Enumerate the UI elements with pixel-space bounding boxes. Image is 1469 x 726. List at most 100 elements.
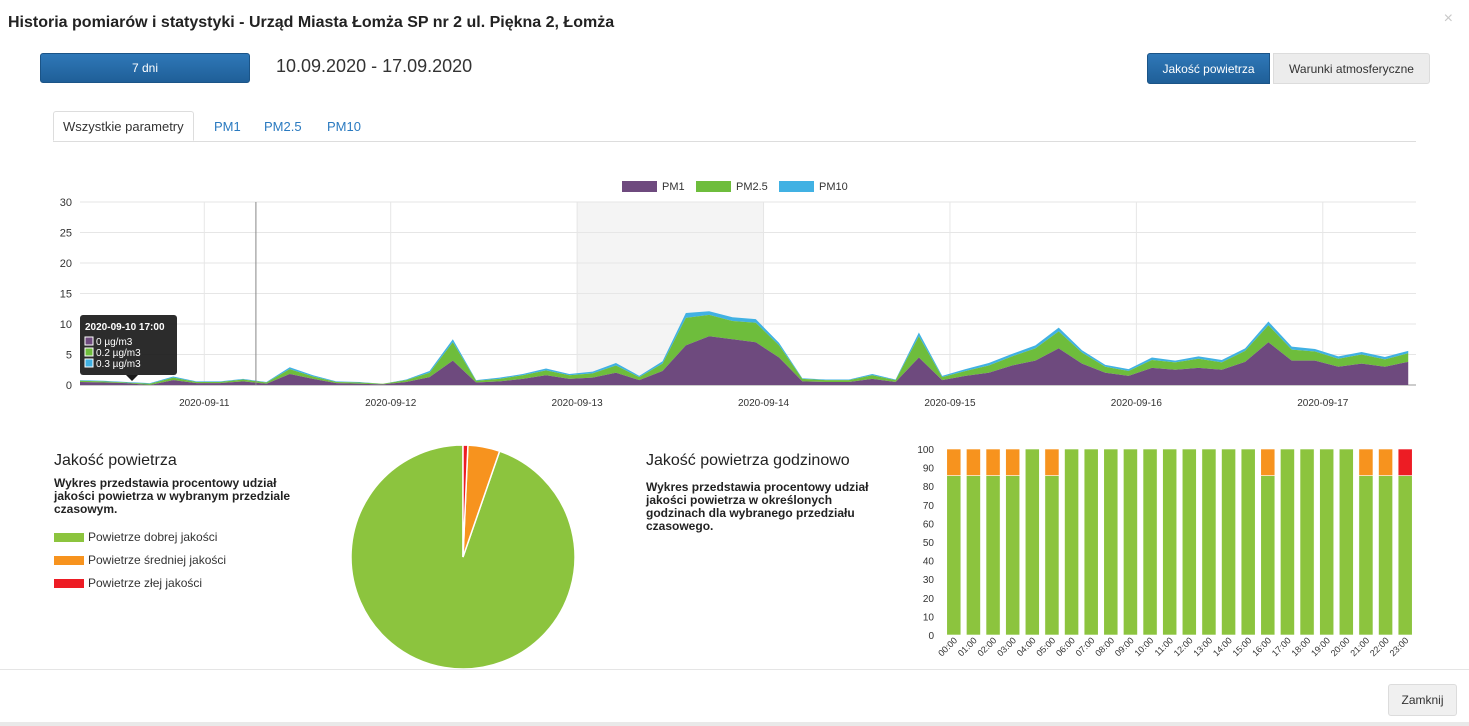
bar-x-tick-label: 14:00: [1211, 635, 1234, 658]
bar-x-tick-label: 21:00: [1348, 635, 1371, 658]
bar-good-0800: [1103, 448, 1119, 636]
x-tick-label: 2020-09-17: [1297, 398, 1349, 409]
tab-pm1[interactable]: PM1: [214, 118, 241, 134]
legend-label-bad: Powietrze złej jakości: [88, 576, 203, 590]
bar-y-tick-label: 70: [923, 501, 935, 512]
bar-good-0300: [1005, 475, 1021, 636]
tooltip-swatch-pm1: [84, 336, 94, 346]
y-tick-label: 25: [60, 228, 72, 240]
legend-label-pm10: PM10: [819, 181, 848, 193]
period-button[interactable]: 7 dni: [40, 53, 250, 83]
bar-good-2200: [1378, 475, 1393, 636]
bar-x-tick-label: 19:00: [1309, 635, 1332, 658]
modal-title: Historia pomiarów i statystyki - Urząd M…: [8, 14, 615, 31]
y-tick-label: 15: [60, 289, 72, 301]
bar-x-tick-label: 17:00: [1270, 635, 1293, 658]
bar-x-tick-label: 23:00: [1388, 635, 1411, 658]
bar-y-tick-label: 40: [923, 557, 935, 568]
bar-bad-2300: [1397, 448, 1413, 476]
bar-good-1500: [1240, 448, 1256, 636]
x-tick-label: 2020-09-15: [924, 398, 976, 409]
legend-swatch-medium: [54, 555, 84, 565]
bar-medium-0300: [1005, 448, 1021, 476]
x-tick-label: 2020-09-14: [738, 398, 790, 409]
bar-good-1200: [1181, 448, 1197, 636]
bar-good-1900: [1319, 448, 1335, 636]
x-tick-label: 2020-09-13: [552, 398, 604, 409]
tab-pm10[interactable]: PM10: [327, 118, 361, 134]
bar-good-0600: [1064, 448, 1079, 636]
bar-y-tick-label: 60: [923, 519, 935, 530]
bar-good-1100: [1162, 448, 1178, 636]
bar-good-0100: [966, 475, 981, 636]
y-tick-label: 20: [60, 258, 72, 270]
pie-section-title: Jakość powietrza: [54, 452, 177, 469]
bar-good-1700: [1280, 448, 1295, 636]
tooltip-arrow: [126, 375, 138, 381]
pie-slice-bad: [462, 444, 469, 558]
bar-medium-0100: [966, 448, 981, 476]
bar-medium-2200: [1378, 448, 1393, 476]
bar-x-tick-label: 12:00: [1172, 635, 1195, 658]
tooltip-swatch-pm10: [84, 358, 94, 368]
legend-label-pm25: PM2.5: [736, 181, 768, 193]
bar-medium-0500: [1044, 448, 1060, 476]
legend-swatch-pm25: [696, 181, 731, 192]
bottom-scroll-edge: [0, 722, 1469, 726]
bar-x-tick-label: 13:00: [1191, 635, 1214, 658]
bar-x-tick-label: 00:00: [936, 635, 959, 658]
bar-good-1300: [1201, 448, 1217, 636]
bar-good-0200: [985, 475, 1001, 636]
bar-y-tick-label: 80: [923, 482, 935, 493]
x-tick-label: 2020-09-12: [365, 398, 417, 409]
area-chart-legend: PM1 PM2.5 PM10: [622, 181, 848, 193]
air-quality-button[interactable]: Jakość powietrza: [1147, 53, 1270, 84]
legend-good-air: Powietrze dobrej jakości: [54, 530, 217, 544]
y-tick-label: 30: [60, 197, 72, 209]
y-tick-label: 10: [60, 319, 72, 331]
legend-label-good: Powietrze dobrej jakości: [88, 530, 218, 544]
bar-x-tick-label: 02:00: [975, 635, 998, 658]
bar-x-tick-label: 16:00: [1250, 635, 1273, 658]
bar-medium-1600: [1260, 448, 1276, 476]
bar-y-tick-label: 0: [928, 631, 934, 642]
x-tick-label: 2020-09-16: [1111, 398, 1163, 409]
bar-x-tick-label: 10:00: [1132, 635, 1155, 658]
hourly-section-description: Wykres przedstawia procentowy udział jak…: [646, 480, 869, 533]
pie-section-description: Wykres przedstawia procentowy udział jak…: [54, 476, 291, 516]
bar-x-tick-label: 18:00: [1289, 635, 1312, 658]
bar-x-tick-label: 03:00: [995, 635, 1018, 658]
bar-x-tick-label: 01:00: [956, 635, 979, 658]
bar-good-0500: [1044, 475, 1060, 636]
bar-x-tick-label: 22:00: [1368, 635, 1391, 658]
bar-x-tick-label: 06:00: [1054, 635, 1077, 658]
weather-conditions-button[interactable]: Warunki atmosferyczne: [1273, 53, 1430, 84]
bar-good-1000: [1142, 448, 1158, 636]
date-range: 10.09.2020 - 17.09.2020: [276, 56, 473, 76]
bar-y-tick-label: 50: [923, 538, 935, 549]
tooltip-value-pm10: 0.3 µg/m3: [96, 359, 141, 370]
bar-good-2000: [1338, 448, 1354, 636]
bar-good-2300: [1397, 475, 1413, 636]
tab-pm25[interactable]: PM2.5: [264, 118, 302, 134]
tooltip-value-pm1: 0 µg/m3: [96, 337, 133, 348]
chart-tooltip: 2020-09-10 17:00 0 µg/m30.2 µg/m30.3 µg/m…: [80, 315, 177, 381]
parameter-tabs: Wszystkie parametry PM1 PM2.5 PM10: [53, 111, 1416, 142]
tooltip-swatch-pm25: [84, 347, 94, 357]
legend-swatch-good: [54, 532, 84, 542]
bar-medium-2100: [1358, 448, 1374, 476]
hourly-air-quality-bar-chart: 0 10 20 30 40 50 60 70 80 90 100 00:0001:0002:0003:…: [917, 445, 1413, 658]
bar-x-tick-label: 15:00: [1231, 635, 1254, 658]
close-icon[interactable]: ×: [1443, 10, 1453, 27]
legend-medium-air: Powietrze średniej jakości: [54, 553, 226, 567]
area-series-pm25: [80, 314, 1409, 385]
tab-all-parameters[interactable]: Wszystkie parametry: [53, 111, 194, 141]
legend-swatch-pm10: [779, 181, 814, 192]
bar-x-tick-label: 07:00: [1074, 635, 1097, 658]
bar-y-tick-label: 20: [923, 594, 935, 605]
bar-x-tick-label: 05:00: [1034, 635, 1057, 658]
legend-swatch-pm1: [622, 181, 657, 192]
bar-medium-0200: [985, 448, 1001, 476]
close-button[interactable]: Zamknij: [1388, 684, 1457, 716]
bar-good-2100: [1358, 475, 1374, 636]
